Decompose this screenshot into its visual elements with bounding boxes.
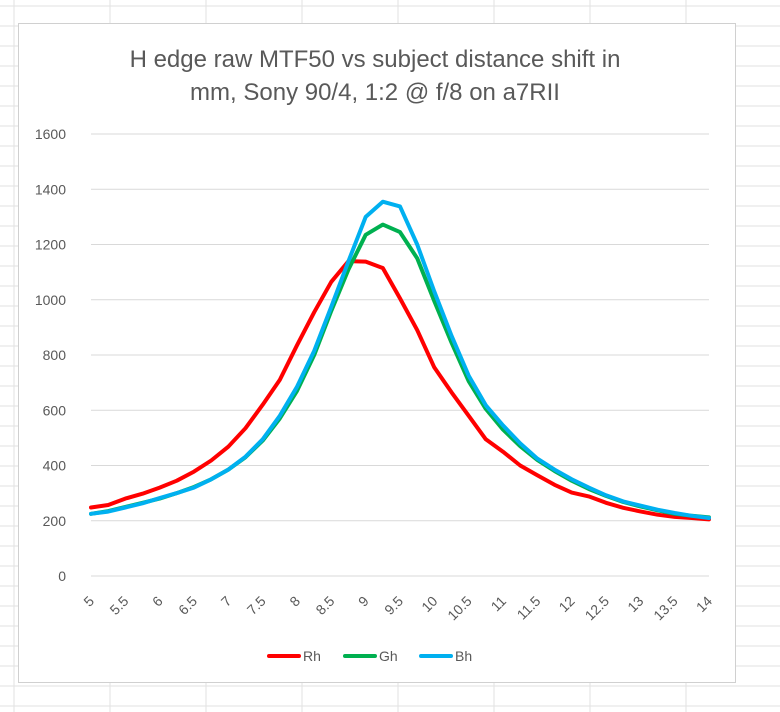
x-tick-label: 12 bbox=[555, 593, 577, 615]
x-tick-label: 7 bbox=[218, 593, 235, 610]
y-tick-label: 600 bbox=[43, 402, 67, 418]
y-tick-label: 1600 bbox=[35, 126, 66, 142]
chart-title-line-1: H edge raw MTF50 vs subject distance shi… bbox=[130, 46, 621, 73]
x-tick-label: 12.5 bbox=[582, 593, 613, 624]
x-tick-label: 5.5 bbox=[106, 593, 131, 618]
x-tick-label: 14 bbox=[693, 593, 715, 615]
y-tick-label: 1200 bbox=[35, 237, 66, 253]
y-tick-label: 800 bbox=[43, 347, 67, 363]
x-tick-label: 13.5 bbox=[650, 593, 681, 624]
series-line-rh[interactable] bbox=[89, 259, 711, 522]
chart-area[interactable]: H edge raw MTF50 vs subject distance shi… bbox=[18, 23, 736, 683]
x-tick-label: 6 bbox=[149, 593, 166, 610]
x-tick-label: 11 bbox=[488, 593, 510, 615]
chart-title-line-2: mm, Sony 90/4, 1:2 @ f/8 on a7RII bbox=[190, 79, 560, 106]
x-tick-label: 10 bbox=[418, 593, 440, 615]
x-tick-label: 8 bbox=[286, 593, 303, 610]
x-tick-label: 5 bbox=[80, 593, 97, 610]
x-tick-label: 10.5 bbox=[444, 593, 475, 624]
y-tick-label: 1000 bbox=[35, 292, 66, 308]
series-line-gh[interactable] bbox=[89, 222, 711, 520]
series-line-bh[interactable] bbox=[89, 199, 711, 520]
line-chart: H edge raw MTF50 vs subject distance shi… bbox=[35, 46, 715, 664]
x-tick-label: 7.5 bbox=[244, 593, 269, 618]
legend-label: Bh bbox=[455, 648, 472, 664]
x-tick-label: 6.5 bbox=[175, 593, 200, 618]
x-tick-label: 11.5 bbox=[514, 593, 544, 623]
legend-label: Gh bbox=[379, 648, 398, 664]
y-tick-label: 0 bbox=[58, 568, 66, 584]
x-tick-label: 9.5 bbox=[381, 593, 406, 618]
legend-label: Rh bbox=[303, 648, 321, 664]
y-tick-label: 400 bbox=[43, 458, 67, 474]
x-tick-label: 8.5 bbox=[312, 593, 337, 618]
y-tick-label: 200 bbox=[43, 513, 67, 529]
x-tick-label: 13 bbox=[624, 593, 646, 615]
x-tick-label: 9 bbox=[355, 593, 372, 610]
y-tick-label: 1400 bbox=[35, 181, 66, 197]
